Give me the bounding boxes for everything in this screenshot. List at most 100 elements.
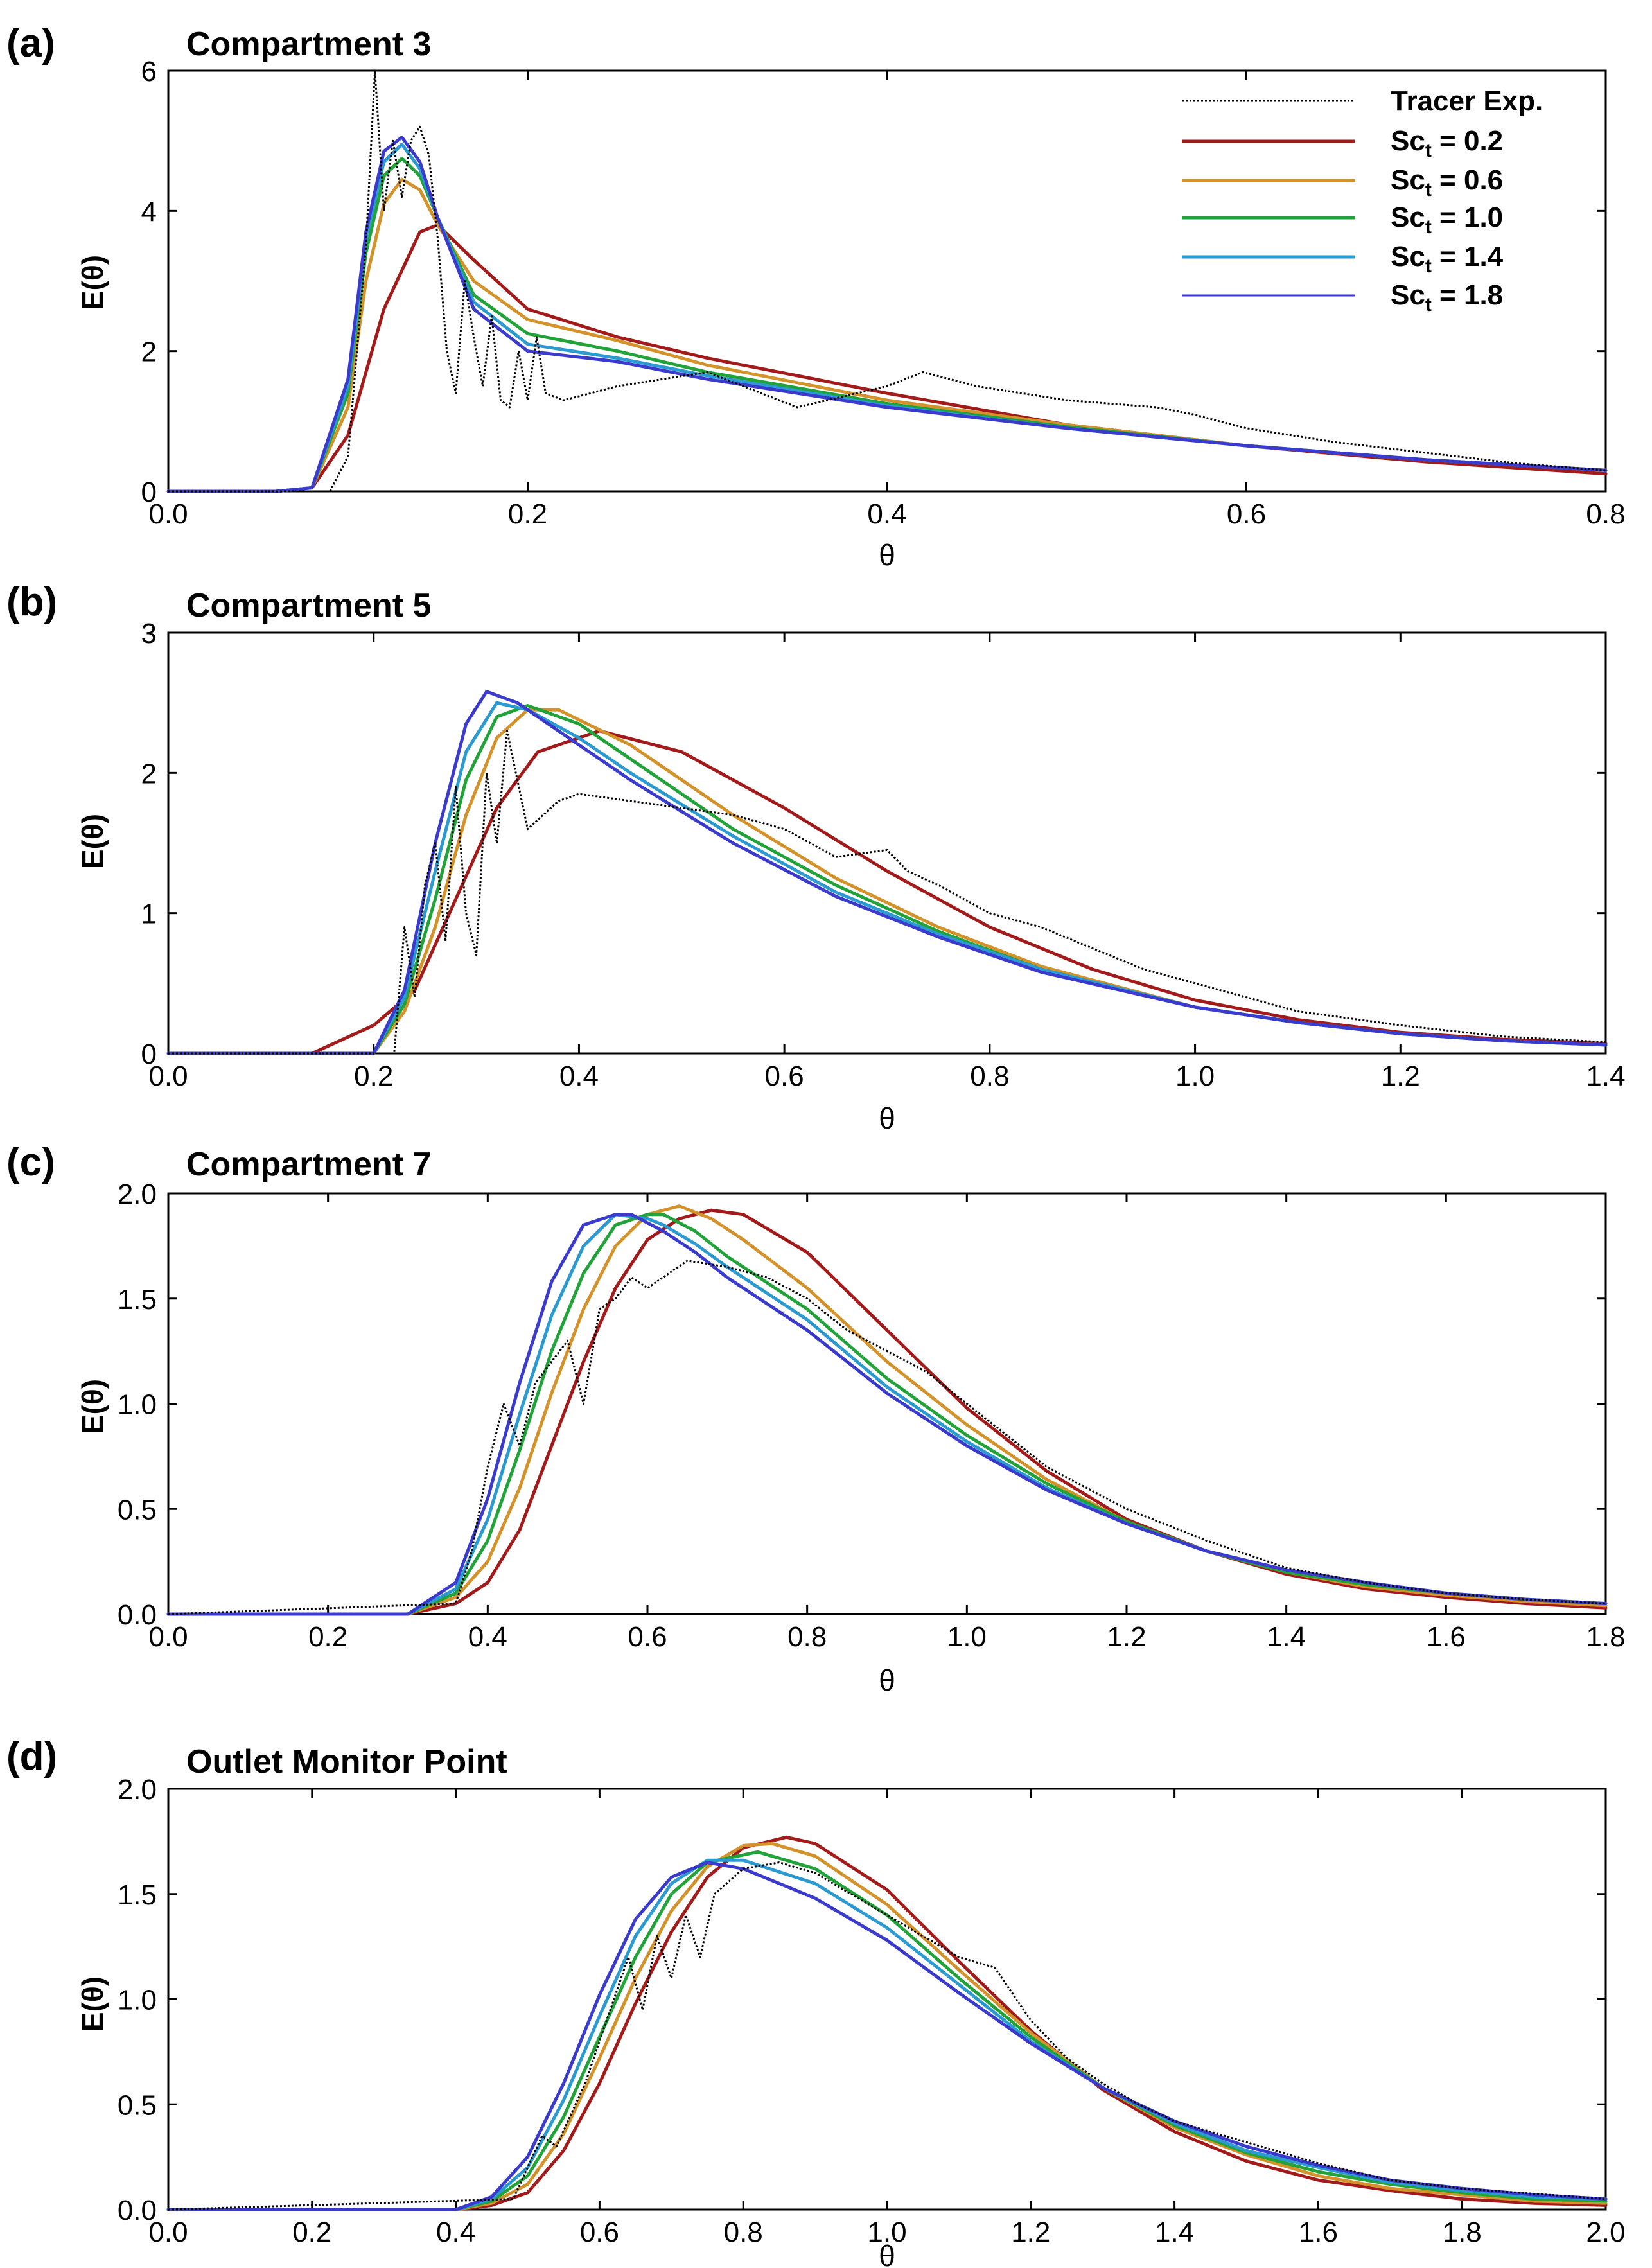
series-line-sc-t-1-0: [166, 704, 1608, 1055]
y-tick-label: 2.0: [118, 1179, 157, 1210]
panel-c-ylabel: E(θ): [76, 1379, 109, 1434]
panel-c-xlabel: θ: [879, 1664, 895, 1697]
panel-b-xlabel: θ: [879, 1102, 895, 1135]
y-tick-label: 0.0: [118, 1599, 157, 1631]
y-tick-label: 6: [141, 56, 157, 87]
y-tick-label: 1.0: [118, 1389, 157, 1421]
panel-b-plot: 0.0 0.2 0.4 0.6 0.8 1.0 1.2 1.4 0 1 2 3: [141, 618, 1626, 1092]
x-tick-label: 0.6: [765, 1060, 804, 1092]
panel-d: (d) Outlet Monitor Point E(θ) θ 0.0 0.2 0.…: [6, 1734, 1626, 2268]
panel-b-label: (b): [6, 580, 57, 624]
panel-b: (b) Compartment 5 E(θ) θ 0.0 0.2 0.4 0.6 0.8…: [6, 580, 1626, 1135]
panel-c-label: (c): [6, 1140, 55, 1184]
x-tick-label: 0.8: [970, 1060, 1009, 1092]
panel-c-title: Compartment 7: [186, 1146, 431, 1183]
y-tick-label: 0.5: [118, 2089, 157, 2121]
x-tick-label: 1.0: [1175, 1060, 1215, 1092]
x-tick-label: 0.8: [1586, 498, 1625, 530]
x-tick-label: 1.0: [867, 2217, 906, 2248]
y-tick-label: 1.5: [118, 1879, 157, 1911]
panel-a-xlabel: θ: [879, 538, 895, 572]
panel-b-title: Compartment 5: [186, 587, 431, 624]
series-line-sc-t-0-6: [166, 1204, 1608, 1616]
series-line-sc-t-1-4: [166, 1213, 1608, 1616]
panel-d-plot: 0.0 0.2 0.4 0.6 0.8 1.0 1.2 1.4 1.6 1.8 2.0 0.0 0.5 1…: [118, 1774, 1626, 2248]
x-tick-label: 0.6: [1227, 498, 1266, 530]
x-tick-label: 1.2: [1107, 1621, 1146, 1653]
legend-label-sct-0-2: Sct = 0.2: [1391, 125, 1503, 161]
x-tick-label: 0.8: [724, 2217, 763, 2248]
series-line-sc-t-1-8: [166, 136, 1608, 493]
x-tick-label: 0.2: [508, 498, 547, 530]
x-tick-label: 0.0: [148, 2217, 188, 2248]
x-tick-label: 0.6: [628, 1621, 667, 1653]
legend-label-sct-1-4: Sct = 1.4: [1391, 241, 1504, 277]
panel-a-title: Compartment 3: [186, 26, 431, 63]
y-tick-label: 2: [141, 758, 157, 789]
panel-d-title: Outlet Monitor Point: [186, 1743, 507, 1780]
x-tick-label: 0.4: [468, 1621, 507, 1653]
panel-c: (c) Compartment 7 E(θ) θ 0.0 0.2 0.4 0.6 0.8…: [6, 1140, 1626, 1697]
y-tick-label: 1.5: [118, 1284, 157, 1315]
x-tick-label: 0.0: [148, 1060, 188, 1092]
legend-label-sct-1-0: Sct = 1.0: [1391, 202, 1503, 238]
y-tick-label: 1: [141, 899, 157, 930]
series-line-sc-t-1-8: [166, 1861, 1608, 2211]
panel-a-plot: 0.0 0.2 0.4 0.6 0.8 0 2 4 6: [141, 56, 1626, 530]
x-tick-label: 1.2: [1381, 1060, 1420, 1092]
x-tick-label: 0.2: [308, 1621, 347, 1653]
series-line-sc-t-1-4: [166, 701, 1608, 1055]
series-line-tracer-exp: [168, 69, 1606, 493]
series-line-sc-t-1-0: [166, 1213, 1608, 1616]
legend: Tracer Exp. Sct = 0.2 Sct = 0.6 Sct = 1.…: [1182, 85, 1543, 315]
y-tick-label: 0.5: [118, 1494, 157, 1525]
y-tick-label: 3: [141, 618, 157, 649]
x-tick-label: 0.2: [354, 1060, 393, 1092]
x-tick-label: 1.4: [1155, 2217, 1194, 2248]
panel-c-plot: 0.0 0.2 0.4 0.6 0.8 1.0 1.2 1.4 1.6 1.8 0.0 0.5 1.0 1…: [118, 1179, 1626, 1653]
x-tick-label: 1.2: [1011, 2217, 1050, 2248]
plot-frame: [167, 631, 1607, 1055]
panel-a-ylabel: E(θ): [76, 255, 109, 310]
x-tick-label: 1.4: [1586, 1060, 1625, 1092]
series-line-sc-t-0-6: [166, 1842, 1608, 2211]
legend-label-sct-0-6: Sct = 0.6: [1391, 164, 1503, 200]
panel-d-label: (d): [6, 1734, 57, 1779]
panel-b-ylabel: E(θ): [76, 814, 109, 869]
x-tick-label: 0.4: [436, 2217, 475, 2248]
series-line-tracer-exp: [168, 1260, 1606, 1615]
panel-d-xlabel: θ: [879, 2239, 895, 2268]
y-tick-label: 4: [141, 196, 157, 227]
y-tick-label: 1.0: [118, 1985, 157, 2016]
y-tick-label: 0: [141, 477, 157, 508]
series-line-sc-t-1-4: [166, 1858, 1608, 2211]
x-tick-label: 0.0: [148, 498, 188, 530]
x-tick-label: 1.6: [1427, 1621, 1466, 1653]
series-line-sc-t-0-2: [166, 729, 1608, 1055]
legend-label-sct-1-8: Sct = 1.8: [1391, 279, 1503, 315]
y-tick-label: 0: [141, 1039, 157, 1070]
series-line-sc-t-1-8: [166, 1213, 1608, 1616]
plot-frame: [167, 1192, 1607, 1615]
panel-d-ylabel: E(θ): [76, 1976, 109, 2032]
x-tick-label: 0.4: [867, 498, 906, 530]
x-tick-label: 0.4: [559, 1060, 599, 1092]
series-line-sc-t-1-8: [166, 690, 1608, 1055]
x-tick-label: 1.8: [1586, 1621, 1625, 1653]
panel-a-label: (a): [6, 21, 55, 66]
series-line-tracer-exp: [168, 730, 1606, 1055]
x-tick-label: 0.2: [292, 2217, 331, 2248]
y-tick-label: 2: [141, 337, 157, 368]
x-tick-label: 1.4: [1267, 1621, 1306, 1653]
series-line-sc-t-0-2: [166, 1208, 1608, 1616]
series-line-sc-t-0-6: [166, 708, 1608, 1055]
series-line-sc-t-0-2: [166, 1835, 1608, 2211]
x-tick-label: 0.8: [787, 1621, 827, 1653]
series-line-sc-t-1-0: [166, 1850, 1608, 2211]
x-tick-label: 0.6: [580, 2217, 619, 2248]
x-tick-label: 0.0: [148, 1621, 188, 1653]
y-tick-label: 0.0: [118, 2195, 157, 2226]
y-tick-label: 2.0: [118, 1774, 157, 1806]
legend-label-tracer: Tracer Exp.: [1391, 85, 1543, 117]
